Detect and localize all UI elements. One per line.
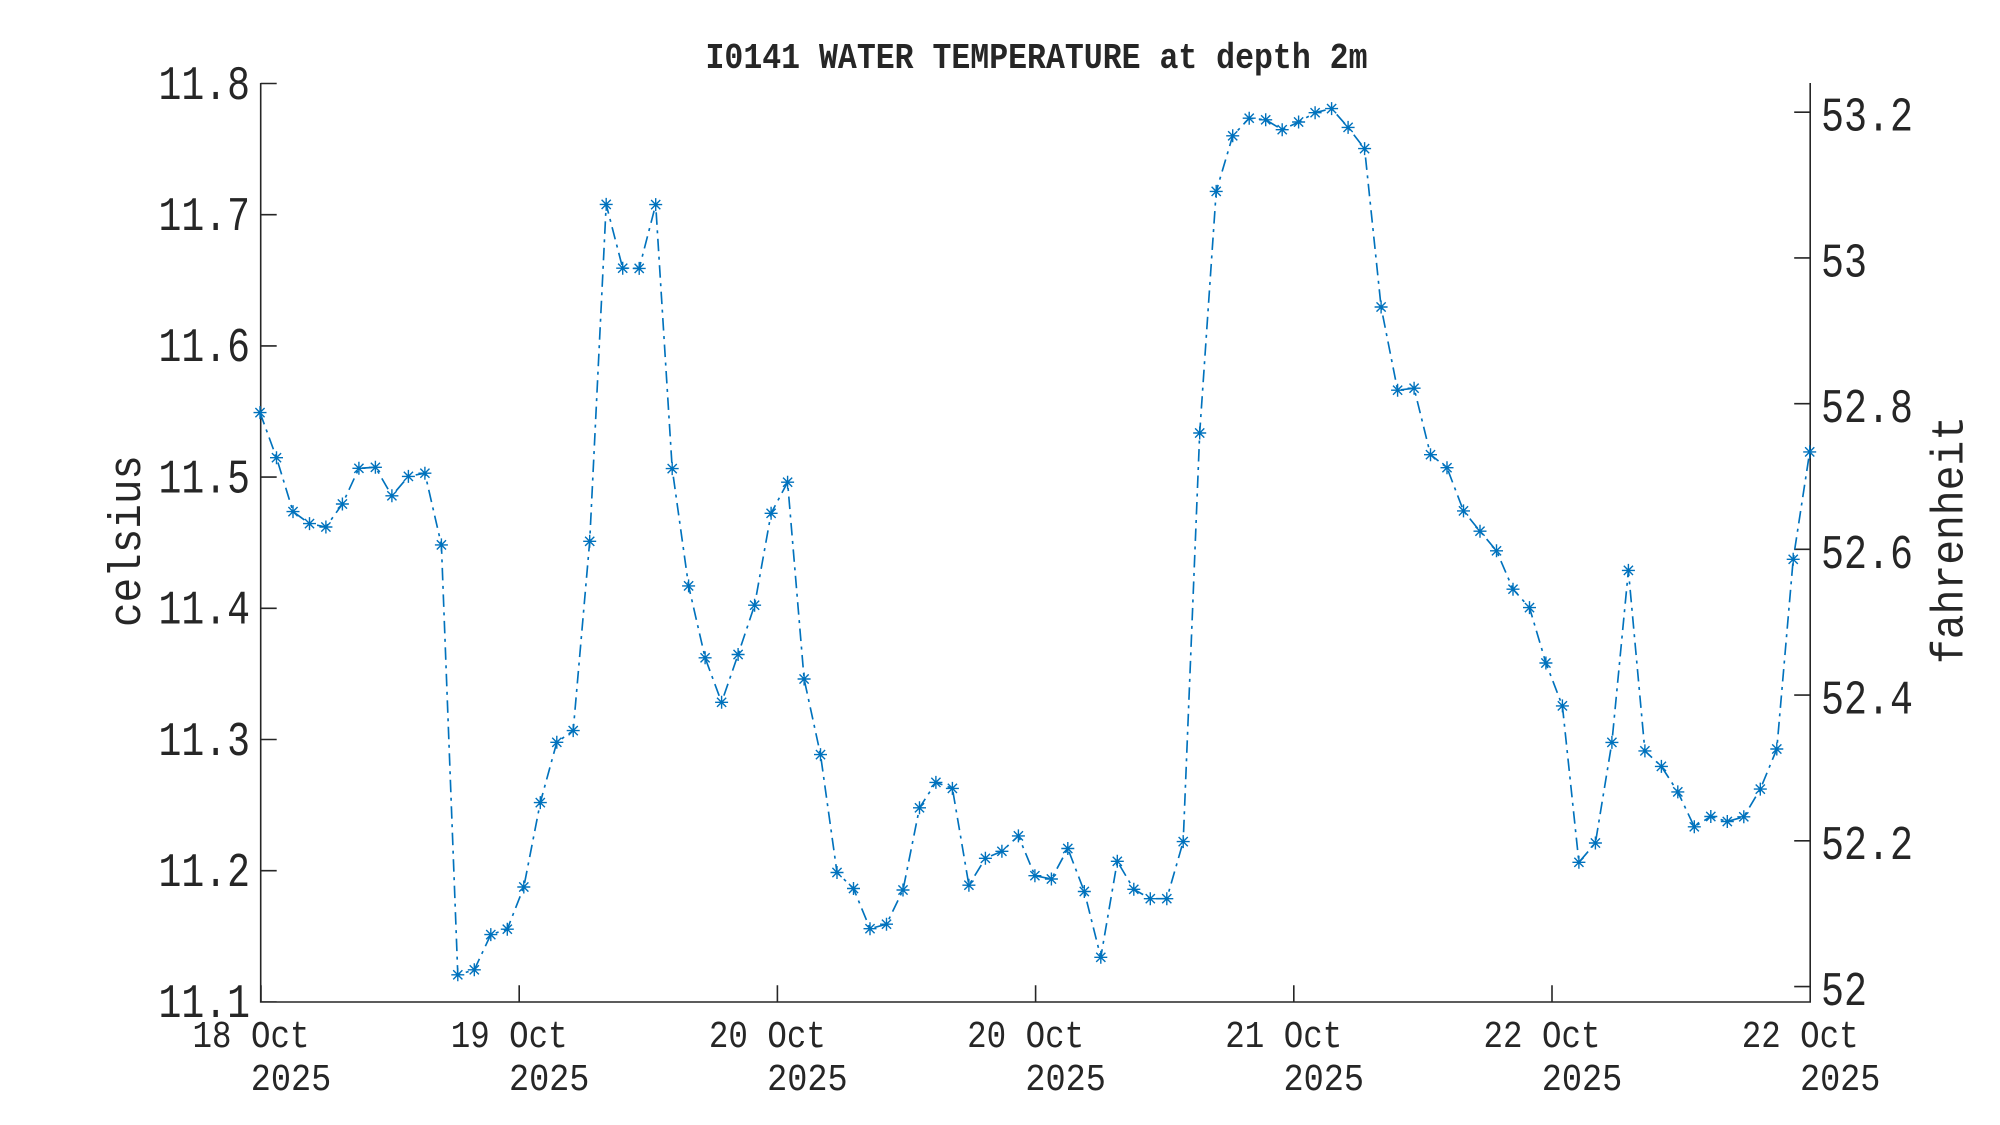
svg-text:19 Oct: 19 Oct [451,1016,568,1059]
svg-text:52.2: 52.2 [1821,820,1913,874]
svg-text:20 Oct: 20 Oct [709,1016,826,1059]
svg-text:11.7: 11.7 [159,191,251,245]
svg-text:I0141 WATER TEMPERATURE at dep: I0141 WATER TEMPERATURE at depth 2m [706,38,1368,79]
svg-text:53: 53 [1821,237,1867,291]
svg-text:52: 52 [1821,966,1867,1020]
svg-text:11.5: 11.5 [159,453,251,507]
svg-text:11.1: 11.1 [159,978,251,1032]
svg-text:11.8: 11.8 [159,60,251,114]
svg-text:2025: 2025 [1025,1059,1106,1102]
svg-text:fahrenheit: fahrenheit [1926,416,1977,664]
svg-text:53.2: 53.2 [1821,92,1913,146]
svg-text:52.6: 52.6 [1821,529,1913,583]
svg-text:11.4: 11.4 [159,585,251,639]
svg-text:52.4: 52.4 [1821,675,1913,729]
svg-text:18 Oct: 18 Oct [193,1016,310,1059]
svg-text:52.8: 52.8 [1821,383,1913,437]
svg-text:22 Oct: 22 Oct [1742,1016,1859,1059]
svg-text:2025: 2025 [1542,1059,1623,1102]
svg-text:21 Oct: 21 Oct [1225,1016,1342,1059]
svg-text:11.2: 11.2 [159,847,251,901]
svg-text:11.6: 11.6 [159,322,251,376]
svg-text:22 Oct: 22 Oct [1484,1016,1601,1059]
svg-text:2025: 2025 [509,1059,590,1102]
svg-text:celsius: celsius [103,455,154,627]
svg-text:2025: 2025 [1800,1059,1881,1102]
svg-text:2025: 2025 [767,1059,848,1102]
svg-text:2025: 2025 [251,1059,332,1102]
svg-text:11.3: 11.3 [159,716,251,770]
svg-text:2025: 2025 [1284,1059,1365,1102]
svg-text:20 Oct: 20 Oct [967,1016,1084,1059]
